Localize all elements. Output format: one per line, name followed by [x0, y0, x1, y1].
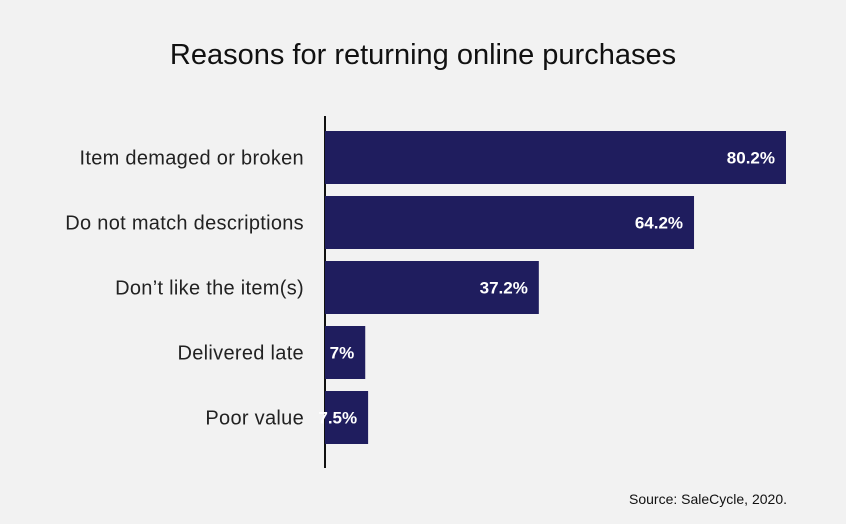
- bar-2: [325, 261, 539, 314]
- chart-title: Reasons for returning online purchases: [170, 39, 676, 71]
- bar-0: [325, 131, 786, 184]
- value-label-1: 64.2%: [635, 214, 683, 233]
- category-label-1: Do not match descriptions: [65, 213, 304, 235]
- value-label-0: 80.2%: [727, 149, 775, 168]
- bar-3: [325, 326, 366, 379]
- category-label-4: Poor value: [205, 408, 304, 430]
- value-label-4: 7.5%: [318, 409, 357, 428]
- value-label-3: 7%: [330, 344, 355, 363]
- bars-group: Item demaged or broken 80.2% Do not match …: [65, 131, 786, 444]
- source-note: Source: SaleCycle, 2020.: [629, 491, 787, 507]
- category-label-0: Item demaged or broken: [79, 148, 304, 170]
- category-label-3: Delivered late: [178, 343, 305, 365]
- bar-4: [325, 391, 369, 444]
- category-label-2: Don’t like the item(s): [115, 278, 304, 300]
- bar-1: [325, 196, 695, 249]
- value-label-2: 37.2%: [480, 279, 528, 298]
